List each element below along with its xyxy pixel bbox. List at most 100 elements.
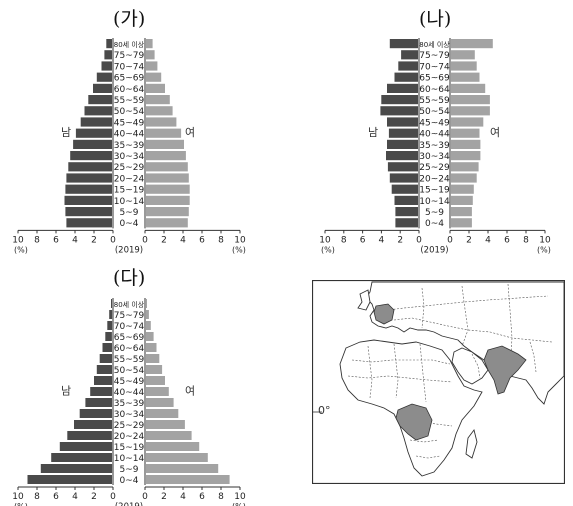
pyramid-na-age-label: 40~44 <box>419 130 450 140</box>
pyramid-na-tick-label: 2 <box>466 235 472 245</box>
pyramid-na-age-label: 75~79 <box>419 51 450 61</box>
pyramid-ga-female-bar <box>146 195 190 205</box>
pyramid-ga-male-label: 남 <box>61 126 71 139</box>
pyramid-ga-male-bar <box>75 128 112 138</box>
pyramid-na-unit-left: (%) <box>321 245 335 254</box>
pyramid-ga-age-label: 70~74 <box>114 62 145 72</box>
pyramid-ga-age-label: 5~9 <box>120 208 139 218</box>
pyramid-na-tick-label: 6 <box>360 235 366 245</box>
pyramid-da-female-bar <box>146 464 219 473</box>
pyramid-da-age-label: 60~64 <box>114 344 145 354</box>
pyramid-na-male-bar <box>398 61 418 71</box>
pyramid-da-tick-label: 2 <box>161 492 167 502</box>
dr-congo-highlight <box>395 403 433 441</box>
pyramid-na-male-bar <box>389 39 418 49</box>
pyramid-na-age-label: 70~74 <box>419 62 450 72</box>
pyramid-na-male-bar <box>391 184 418 194</box>
pyramid-ga-male-bar <box>66 218 112 228</box>
pyramid-na-female-bar <box>451 61 477 71</box>
pyramid-da-age-label: 70~74 <box>114 322 145 332</box>
pyramid-ga-age-label: 15~19 <box>114 186 145 196</box>
pyramid-da-female-bar <box>146 299 147 308</box>
pyramid-ga-age-label: 40~44 <box>114 130 145 140</box>
pyramid-ga-tick-label: 2 <box>161 235 167 245</box>
pyramid-ga-female-bar <box>146 72 162 82</box>
pyramid-ga-tick-label: 8 <box>34 235 40 245</box>
pyramid-ga-female-bar <box>146 39 153 49</box>
pyramid-da-tick-label: 0 <box>110 492 116 502</box>
pyramid-ga-tick-label: 10 <box>12 235 24 245</box>
pyramid-ga-male-bar <box>106 39 112 49</box>
pyramid-na-female-bar <box>451 117 484 127</box>
pyramid-da-female-bar <box>146 409 179 418</box>
pyramid-da-year: (2019) <box>115 502 143 506</box>
pyramid-ga-unit-left: (%) <box>14 245 28 254</box>
pyramid-da-male-bar <box>40 464 113 473</box>
pyramid-na-age-label: 5~9 <box>425 208 444 218</box>
pyramid-ga-tick-label: 2 <box>91 235 97 245</box>
pyramid-da-age-label: 55~59 <box>114 355 145 365</box>
pyramid-da-female-bar <box>146 442 200 451</box>
pyramid-ga-age-label: 75~79 <box>114 51 145 61</box>
pyramid-ga-male-bar <box>68 162 112 172</box>
pyramid-na-title: (나) <box>419 8 452 30</box>
pyramid-da-unit-right: (%) <box>232 502 246 506</box>
pyramid-ga-age-label: 35~39 <box>114 141 145 151</box>
pyramid-na-tick-label: 6 <box>504 235 510 245</box>
pyramid-na-female-bar <box>451 151 481 161</box>
pyramid-da-age-label: 65~69 <box>114 333 145 343</box>
india-highlight <box>483 345 527 395</box>
pyramid-da-male-bar <box>59 442 113 451</box>
pyramid-da-age-label: 20~24 <box>114 432 145 442</box>
pyramid-na-male-bar <box>394 195 418 205</box>
pyramid-na-tick-label: 0 <box>416 235 422 245</box>
pyramid-na-age-label: 35~39 <box>419 141 450 151</box>
pyramid-da-title: (다) <box>113 267 146 289</box>
pyramid-ga-age-label: 50~54 <box>114 107 145 117</box>
pyramid-ga-female-bar <box>146 83 165 93</box>
pyramid-ga-female-bar <box>146 151 186 161</box>
pyramid-ga-age-label: 65~69 <box>114 74 145 84</box>
pyramid-na-female-bar <box>451 218 472 228</box>
pyramid-ga-male-bar <box>65 207 112 217</box>
pyramid-na-male-bar <box>380 106 418 116</box>
pyramid-ga-male-bar <box>80 117 112 127</box>
pyramid-da-female-bar <box>146 310 149 319</box>
pyramid-na-male-bar <box>386 151 418 161</box>
pyramid-da-tick-label: 10 <box>12 492 24 502</box>
pyramid-da-male-label: 남 <box>61 385 71 398</box>
madagascar <box>465 428 478 459</box>
pyramid-ga-age-label: 55~59 <box>114 96 145 106</box>
pyramid-da-age-label: 40~44 <box>114 388 145 398</box>
pyramid-ga-age-label: 80세 이상 <box>114 40 145 49</box>
pyramid-ga-female-bar <box>146 173 189 183</box>
pyramid-ga-male-bar <box>70 151 112 161</box>
pyramid-ga-tick-label: 6 <box>199 235 205 245</box>
pyramid-na-male-bar <box>387 162 418 172</box>
pyramid-na-male-bar <box>388 128 418 138</box>
pyramid-da-tick-label: 8 <box>34 492 40 502</box>
pyramid-na-year: (2019) <box>420 245 448 255</box>
pyramid-na-tick-label: 4 <box>485 235 491 245</box>
pyramid-na-female-bar <box>451 83 486 93</box>
pyramid-ga-tick-label: 0 <box>110 235 116 245</box>
pyramid-ga-age-label: 20~24 <box>114 174 145 184</box>
pyramid-da-female-bar <box>146 365 163 374</box>
pyramid-na-female-bar <box>451 128 480 138</box>
pyramid-da-male-bar <box>102 343 112 352</box>
pyramid-ga-age-label: 10~14 <box>114 197 145 207</box>
pyramid-na-female-bar <box>451 207 472 217</box>
pyramid-na-male-bar <box>395 218 418 228</box>
pyramid-da-tick-label: 4 <box>72 492 78 502</box>
pyramid-na-female-bar <box>451 173 477 183</box>
pyramid-ga-female-bar <box>146 207 189 217</box>
pyramid-na-female-bar <box>451 95 490 105</box>
british-isles <box>357 289 371 311</box>
pyramid-na-age-label: 30~34 <box>419 152 450 162</box>
pyramid-da-female-bar <box>146 453 208 462</box>
pyramid-da-male-bar <box>85 398 112 407</box>
pyramid-ga-female-bar <box>146 139 184 149</box>
pyramid-na-female-bar <box>451 50 475 60</box>
pyramid-na-age-label: 45~49 <box>419 118 450 128</box>
pyramid-ga-tick-label: 4 <box>180 235 186 245</box>
